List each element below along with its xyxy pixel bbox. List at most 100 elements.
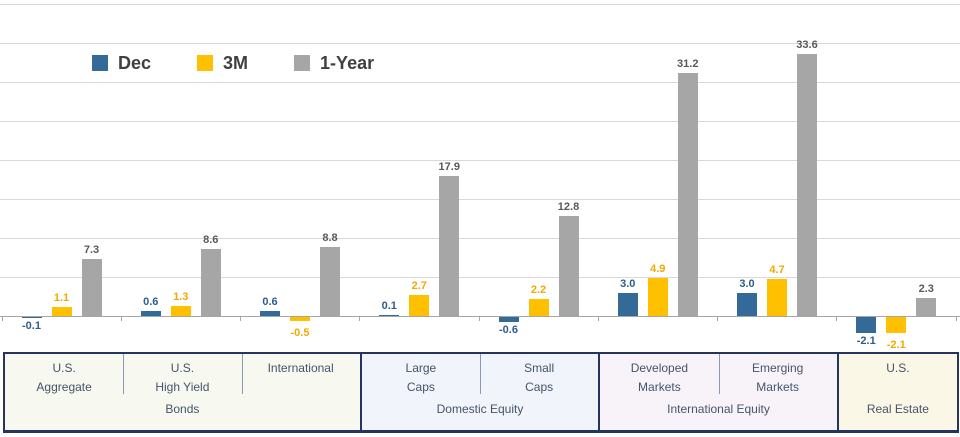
bar-3m xyxy=(647,277,668,316)
category-cell: Emerging Markets xyxy=(718,354,837,396)
axis-tick xyxy=(359,317,361,321)
bar-value-label: 2.2 xyxy=(530,283,547,296)
category-cell: Large Caps xyxy=(362,354,480,396)
bar-value-label: 17.9 xyxy=(438,161,460,174)
bar-3m xyxy=(528,298,549,316)
category-group-domestic-equity: Large Caps Small Caps Domestic Equity xyxy=(359,354,599,430)
category-group-label: Domestic Equity xyxy=(436,402,524,416)
category-cell-line: High Yield xyxy=(155,379,210,394)
bar-value-label: 1.3 xyxy=(173,290,189,303)
gridline xyxy=(0,238,960,239)
x-axis-line xyxy=(0,316,960,317)
category-cell-line: International xyxy=(267,361,334,375)
legend-label: Dec xyxy=(118,52,152,73)
legend-swatch-icon xyxy=(294,55,311,71)
bar-1-year xyxy=(320,247,340,316)
gridline xyxy=(0,43,960,44)
category-cell: Developed Markets xyxy=(600,354,718,396)
category-group-real-estate: U.S. Real Estate xyxy=(836,354,957,430)
bar-value-label: 4.9 xyxy=(650,262,666,275)
legend-item-1-year: 1-Year xyxy=(294,53,374,74)
category-group-label: International Equity xyxy=(667,402,770,416)
category-cell-line: Emerging xyxy=(751,361,804,375)
legend-item-3m: 3M xyxy=(197,53,248,74)
category-cells-row: U.S. xyxy=(839,354,957,396)
bar-value-label: 0.1 xyxy=(381,300,397,313)
bar-3m xyxy=(290,317,310,321)
category-cell: International xyxy=(241,354,360,396)
gridline xyxy=(0,4,960,5)
category-group-label: Real Estate xyxy=(866,402,929,416)
category-cell-line: Caps xyxy=(406,379,435,394)
gridline xyxy=(0,199,960,200)
gridline xyxy=(0,160,960,161)
legend-swatch-icon xyxy=(92,55,108,71)
bar-value-label: 2.7 xyxy=(411,279,427,292)
bar-value-label: 7.3 xyxy=(83,244,100,257)
bar-value-label: 2.3 xyxy=(918,283,934,296)
bar-value-label: -2.1 xyxy=(886,339,906,352)
category-cell: Small Caps xyxy=(480,354,598,396)
bar-1-year xyxy=(677,72,698,316)
bar-value-label: -2.1 xyxy=(856,335,876,348)
bar-value-label: 3.0 xyxy=(620,277,636,290)
plot-area: -0.1 1.1 7.3 0.6 1.3 8.6 0.6 -0.5 8.8 0.1 2.7 17.9 -… xyxy=(0,4,960,352)
category-cell: U.S. Aggregate xyxy=(5,354,123,396)
bar-3m xyxy=(767,279,787,316)
bar-value-label: 3.0 xyxy=(739,277,755,290)
bar-3m xyxy=(170,305,191,316)
bar-value-label: 8.6 xyxy=(203,233,219,246)
bar-1-year xyxy=(200,248,221,316)
bar-dec xyxy=(140,311,161,316)
gridline xyxy=(0,121,960,122)
category-cell-line: Caps xyxy=(525,379,554,394)
axis-tick xyxy=(955,317,957,321)
category-cell-line: Aggregate xyxy=(36,379,92,394)
bar-1-year xyxy=(81,259,102,316)
category-group-label: Bonds xyxy=(165,402,200,416)
bar-dec xyxy=(260,311,280,316)
axis-tick xyxy=(1,317,3,321)
bar-value-label: 1.1 xyxy=(53,292,70,305)
category-cells-row: Large Caps Small Caps xyxy=(362,354,599,396)
bar-value-label: 0.6 xyxy=(262,296,278,309)
bar-value-label: 8.8 xyxy=(322,232,338,245)
bar-1-year xyxy=(797,53,817,316)
axis-tick xyxy=(478,317,480,321)
category-cell-line: Markets xyxy=(638,379,681,394)
category-cells-row: U.S. Aggregate U.S. High Yield International xyxy=(5,354,360,396)
bar-value-label: 12.8 xyxy=(557,201,580,214)
bar-dec xyxy=(856,317,877,334)
category-cell-line: U.S. xyxy=(886,361,910,375)
bar-3m xyxy=(886,317,907,334)
gridline xyxy=(0,82,960,83)
chart-legend: Dec 3M 1-Year xyxy=(92,47,374,79)
bar-value-label: 0.6 xyxy=(143,296,159,309)
bar-3m xyxy=(51,307,72,316)
category-table: U.S. Aggregate U.S. High Yield International… xyxy=(3,352,959,433)
bar-value-label: 33.6 xyxy=(796,38,818,51)
legend-label: 3M xyxy=(223,52,249,73)
category-cell-line: Large xyxy=(405,361,437,375)
bar-dec xyxy=(737,292,757,316)
bar-dec xyxy=(379,315,400,317)
bar-dec xyxy=(498,317,519,322)
bar-dec xyxy=(21,317,42,318)
legend-item-dec: Dec xyxy=(92,53,151,74)
legend-label: 1-Year xyxy=(320,52,375,73)
bar-value-label: 4.7 xyxy=(769,264,785,277)
category-cell-line: U.S. xyxy=(170,361,195,375)
category-cell-line: Small xyxy=(524,361,555,375)
bar-1-year xyxy=(916,298,937,316)
category-cell-line: Developed xyxy=(630,361,689,375)
bar-3m xyxy=(409,294,430,316)
bar-1-year xyxy=(558,216,579,316)
axis-tick xyxy=(597,317,599,321)
category-cell: U.S. xyxy=(839,354,957,396)
bar-value-label: -0.5 xyxy=(290,326,310,339)
category-group-bonds: U.S. Aggregate U.S. High Yield International… xyxy=(5,354,360,430)
gridline xyxy=(0,277,960,278)
legend-swatch-icon xyxy=(197,55,214,71)
category-cell: U.S. High Yield xyxy=(123,354,241,396)
